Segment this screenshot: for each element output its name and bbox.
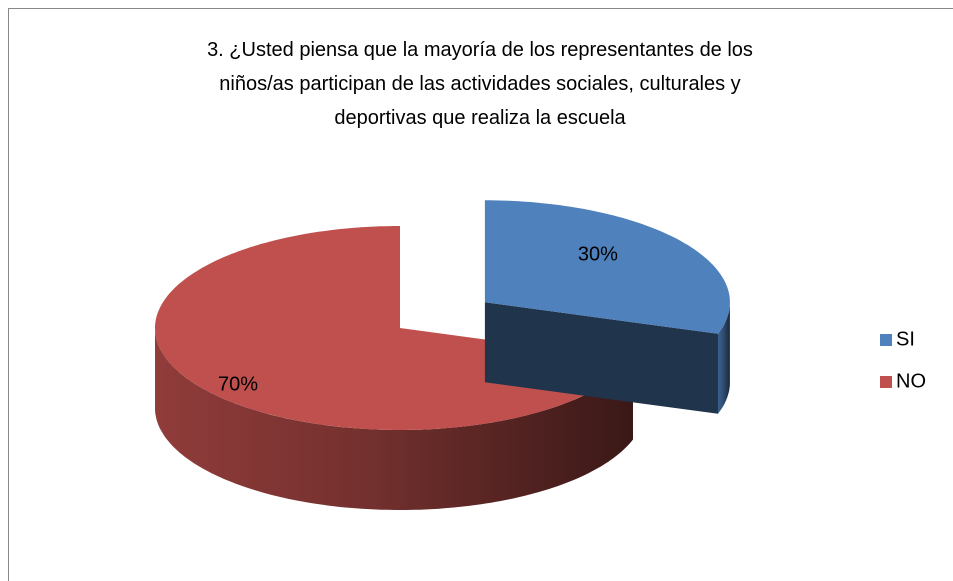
legend-swatch [880,334,892,346]
slice-side [484,302,718,414]
data-label: 30% [578,244,618,266]
slice-wall [155,328,633,510]
legend-swatch [880,376,892,388]
chart-title: 3. ¿Usted piensa que la mayoría de los r… [207,39,753,129]
legend-label: NO [896,370,926,392]
data-label: 70% [218,373,258,395]
legend-label: SI [896,328,915,350]
pie-slice [484,200,730,334]
slice-wall [718,302,730,414]
